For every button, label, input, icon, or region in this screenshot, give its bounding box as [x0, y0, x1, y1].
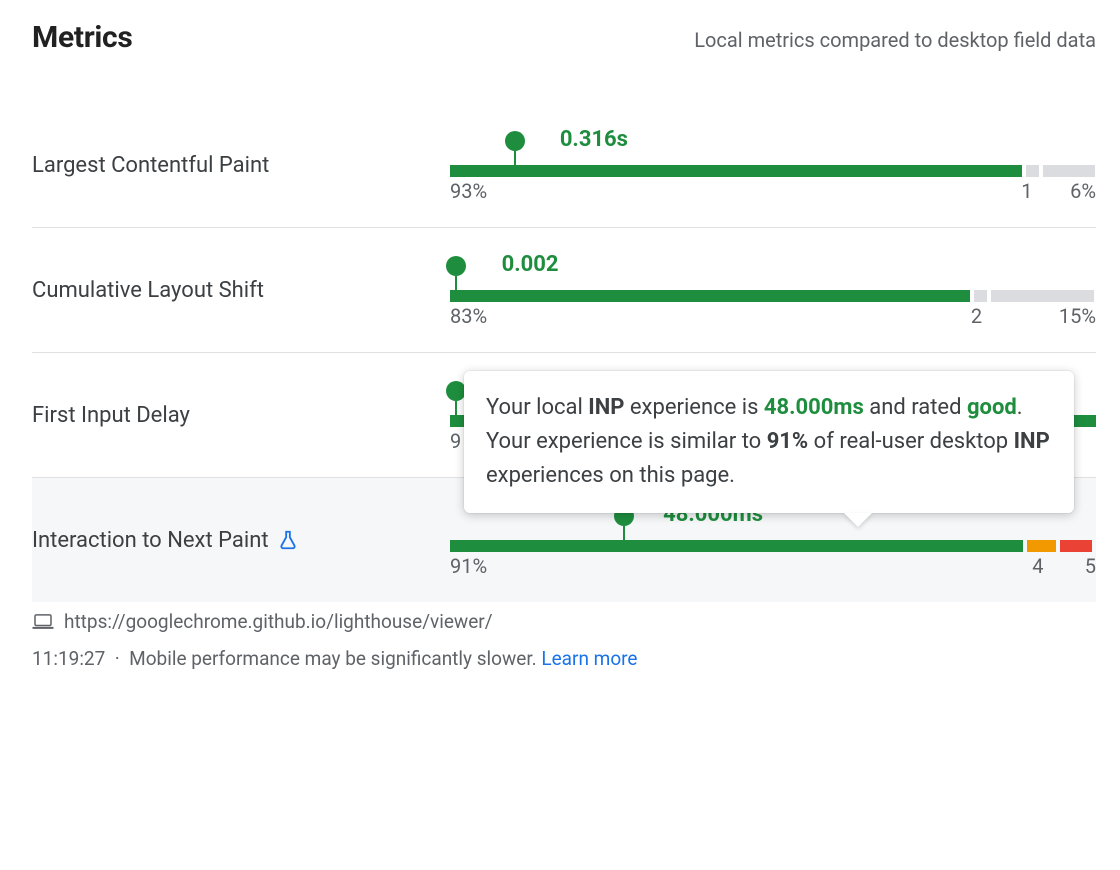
- metric-row-cls: Cumulative Layout Shift 0.002 83% 2 15%: [32, 228, 1096, 353]
- laptop-icon: [32, 614, 54, 630]
- metric-label: Cumulative Layout Shift: [32, 278, 450, 303]
- timestamp: 11:19:27: [32, 647, 105, 670]
- metrics-list: Largest Contentful Paint 0.316s 93% 1 6%: [32, 103, 1096, 602]
- seg-label: 15%: [1059, 304, 1096, 328]
- seg-label: 83%: [450, 304, 487, 328]
- learn-more-link[interactable]: Learn more: [541, 647, 637, 670]
- metric-label: First Input Delay: [32, 403, 450, 428]
- seg-label: 93%: [450, 179, 487, 203]
- metric-value: 0.002: [502, 252, 559, 277]
- metric-bar: 0.002 83% 2 15%: [450, 250, 1096, 330]
- seg-label: 1: [1021, 179, 1032, 203]
- metrics-heading: Metrics: [32, 20, 132, 55]
- metric-label: Largest Contentful Paint: [32, 153, 450, 178]
- page-url: https://googlechrome.github.io/lighthous…: [64, 610, 493, 633]
- seg-label: 6%: [1070, 179, 1096, 203]
- seg-label: 4: [1032, 554, 1043, 578]
- metric-bar: 0.316s 93% 1 6%: [450, 125, 1096, 205]
- footer-note: Mobile performance may be significantly …: [129, 647, 537, 670]
- metric-row-lcp: Largest Contentful Paint 0.316s 93% 1 6%: [32, 103, 1096, 228]
- metric-value: 0.316s: [560, 127, 628, 152]
- seg-label: 5: [1085, 554, 1096, 578]
- seg-label: 2: [971, 304, 982, 328]
- seg-label: 91%: [450, 554, 487, 578]
- metric-tooltip: Your local INP experience is 48.000ms an…: [464, 371, 1074, 513]
- metrics-subheading: Local metrics compared to desktop field …: [694, 28, 1096, 52]
- beaker-icon: [277, 529, 299, 551]
- seg-label: 9: [450, 429, 461, 453]
- metric-label: Interaction to Next Paint: [32, 528, 450, 553]
